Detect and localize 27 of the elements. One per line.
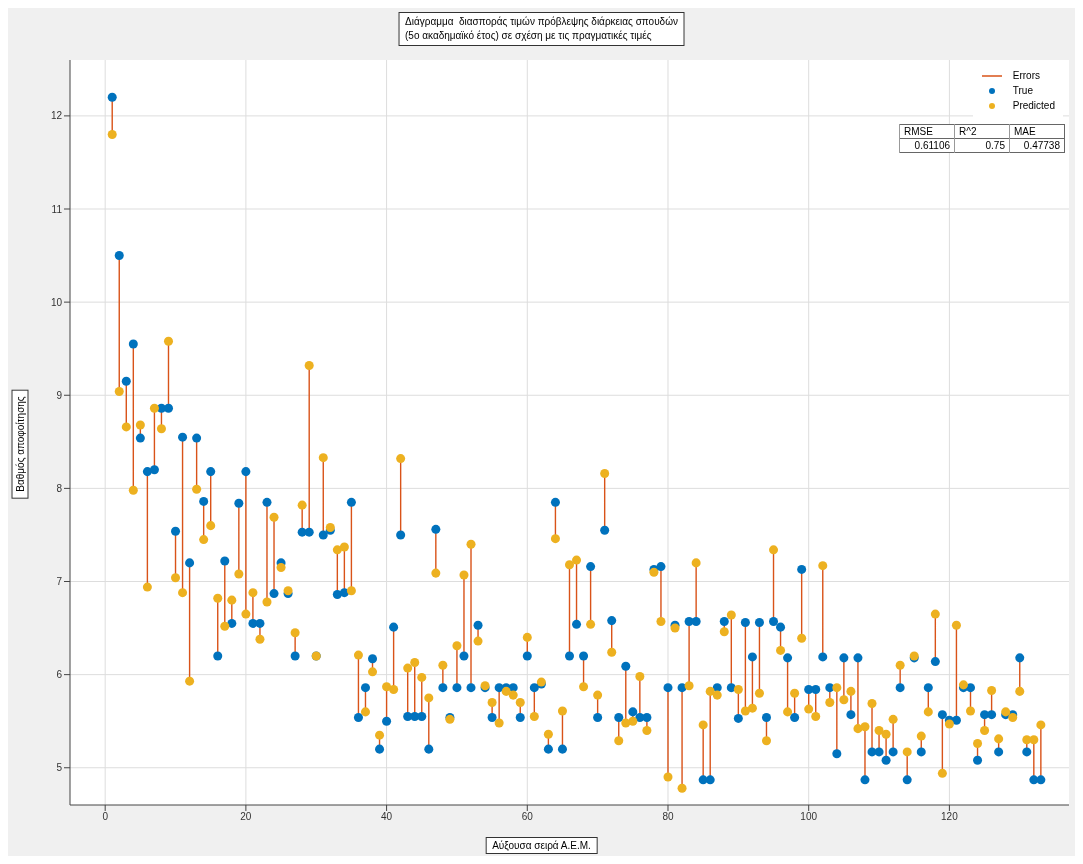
x-tick-label: 80: [662, 811, 674, 823]
y-tick-label: 9: [56, 389, 63, 401]
y-tick-label: 11: [51, 203, 63, 215]
annotation: RMSE: [899, 124, 955, 139]
annotation: 0.47738: [1009, 138, 1065, 153]
y-tick-label: 12: [50, 110, 63, 122]
x-axis-title: Αύξουσα σειρά Α.Ε.Μ.: [485, 837, 598, 854]
annotation: R^2: [954, 124, 1010, 139]
legend-label: Errors: [1012, 69, 1040, 83]
y-tick-label: 8: [56, 482, 63, 494]
chart-title: Διάγραμμα διασποράς τιμών πρόβλεψης διάρκειας σπουδών (5ο ακαδημαϊκό έτος) σε σχέση με τις πραγματικές τιμές: [398, 12, 685, 46]
x-tick-label: 20: [240, 811, 252, 823]
annotation: 0.75: [954, 138, 1010, 153]
x-tick-label: 0: [102, 811, 109, 823]
annotation: 0.61106: [899, 138, 955, 153]
y-axis-title: Βαθμός αποφοίτησης: [11, 388, 29, 499]
y-tick-label: 7: [56, 576, 63, 588]
x-tick-label: 100: [800, 811, 818, 823]
annotation: MAE: [1009, 124, 1065, 139]
x-tick-label: 120: [941, 811, 959, 823]
y-tick-label: 5: [56, 762, 63, 774]
y-tick-label: 6: [56, 669, 63, 681]
y-tick-label: 10: [50, 296, 63, 308]
x-tick-label: 60: [521, 811, 534, 823]
legend-label: True: [1012, 84, 1033, 98]
legend-label: Predicted: [1012, 99, 1055, 113]
x-tick-label: 40: [381, 811, 393, 823]
